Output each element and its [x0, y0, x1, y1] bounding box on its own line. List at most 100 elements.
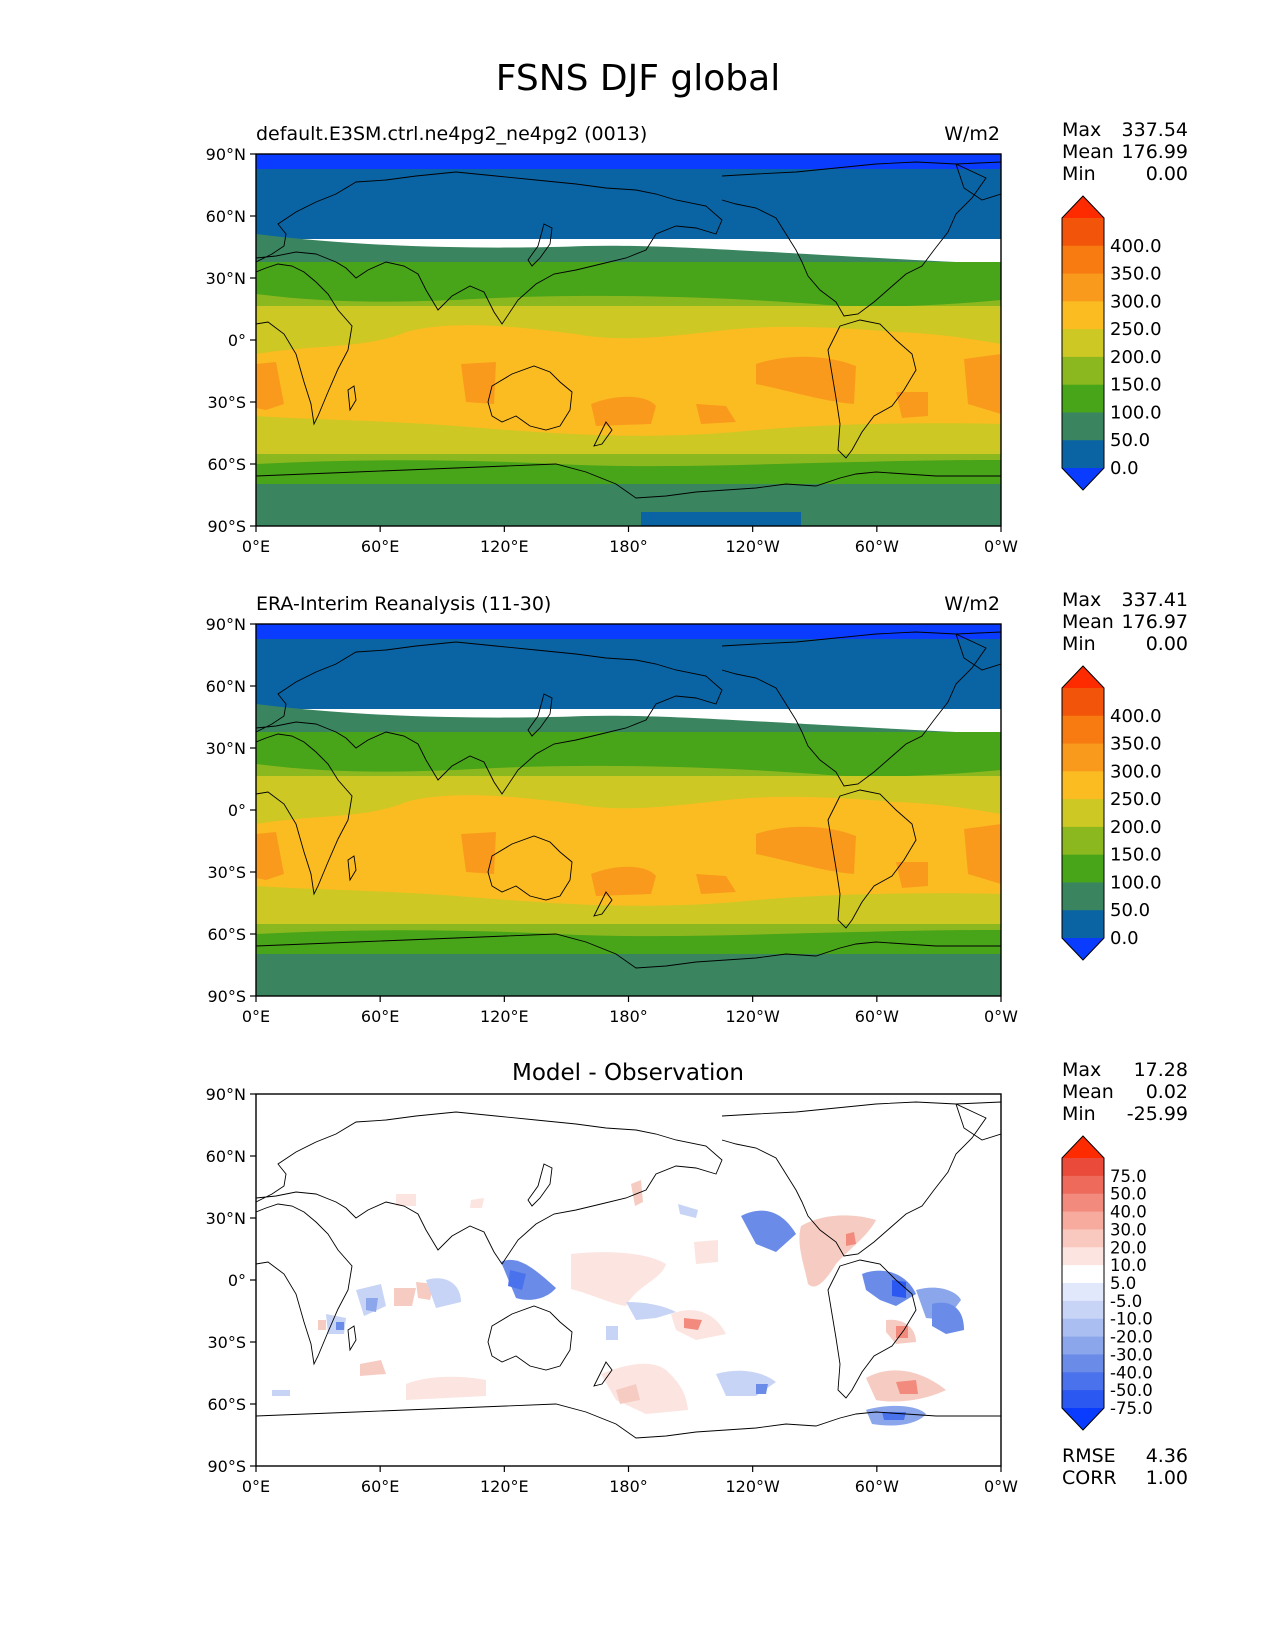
colorbar-segment [1062, 826, 1104, 856]
colorbar-segment [1062, 715, 1104, 745]
stat-max-label: Max [1062, 1059, 1101, 1081]
panel-model: default.E3SM.ctrl.ne4pg2_ne4pg2 (0013) W… [206, 119, 1188, 556]
colorbar-segment [1062, 1175, 1104, 1195]
colorbar-segment [1062, 329, 1104, 358]
stat-min-label: Min [1062, 163, 1096, 185]
lon-tick-label: 120°E [480, 1007, 529, 1026]
lat-tick-label: 30°N [206, 1209, 246, 1228]
colorbar-label: 40.0 [1110, 1203, 1147, 1222]
colorbar-label: -10.0 [1110, 1310, 1153, 1329]
panel-difference: Model - Observation 90°N 60°N 30°N 0° 30°S 60… [206, 1059, 1188, 1496]
x-axis-ticks: 0°E 60°E 120°E 180° 120°W 60°W 0°W [242, 996, 1018, 1026]
lat-tick-label: 90°S [207, 987, 246, 1006]
colorbar-segment [1062, 799, 1104, 828]
colorbar-label: -40.0 [1110, 1363, 1153, 1382]
colorbar-segment [1062, 771, 1104, 800]
colorbar-extend-min [1062, 938, 1104, 960]
colorbar-segment [1062, 1211, 1104, 1230]
colorbar-segment [1062, 273, 1104, 302]
map-area [255, 623, 1002, 997]
colorbar-label: 5.0 [1110, 1274, 1136, 1293]
stat-mean-label: Mean [1062, 1081, 1114, 1103]
stat-mean-value: 0.02 [1146, 1081, 1188, 1103]
lat-tick-label: 60°N [206, 1147, 246, 1166]
colorbar-label: 350.0 [1110, 264, 1162, 285]
colorbar-segment [1062, 1300, 1104, 1320]
colorbar-segment [1062, 743, 1104, 772]
colorbar: 75.050.040.030.020.010.05.0-5.0-10.0-20.… [1061, 1135, 1153, 1431]
colorbar-segment [1062, 245, 1104, 275]
colorbar-extend-max [1062, 1136, 1104, 1158]
panel-observation: ERA-Interim Reanalysis (11-30) W/m2 90°N… [206, 589, 1188, 1026]
colorbar-label: 0.0 [1110, 928, 1139, 949]
lat-tick-label: 60°S [207, 455, 246, 474]
lon-tick-label: 60°E [361, 1477, 399, 1496]
colorbar-segment [1062, 854, 1104, 883]
lon-tick-label: 120°E [480, 537, 529, 556]
lat-tick-label: 0° [228, 331, 246, 350]
metric-corr-label: CORR [1062, 1467, 1117, 1489]
colorbar-label: 30.0 [1110, 1220, 1147, 1239]
stat-max-label: Max [1062, 589, 1101, 611]
y-axis-ticks: 90°N 60°N 30°N 0° 30°S 60°S 90°S [206, 1085, 256, 1476]
colorbar-outline [1061, 195, 1105, 491]
stat-min-value: 0.00 [1146, 163, 1188, 185]
lon-tick-label: 60°W [855, 1477, 899, 1496]
y-axis-ticks: 90°N 60°N 30°N 0° 30°S 60°S 90°S [206, 615, 256, 1006]
stats-block: Max 337.41 Mean 176.97 Min 0.00 [1062, 589, 1188, 655]
colorbar-label: -30.0 [1110, 1345, 1153, 1364]
colorbar-label: -75.0 [1110, 1399, 1153, 1418]
colorbar-label: -5.0 [1110, 1292, 1142, 1311]
colorbar-segment [1062, 688, 1104, 717]
stats-block: Max 337.54 Mean 176.99 Min 0.00 [1062, 119, 1188, 185]
colorbar-segment [1062, 910, 1104, 939]
map-area [255, 1093, 1002, 1467]
colorbar-segment [1062, 1336, 1104, 1355]
stats-block: Max 17.28 Mean 0.02 Min -25.99 [1062, 1059, 1188, 1125]
lat-tick-label: 90°N [206, 1085, 246, 1104]
colorbar-label: 200.0 [1110, 817, 1162, 838]
lat-tick-label: 60°S [207, 1395, 246, 1414]
colorbar-extend-min [1062, 468, 1104, 490]
lon-tick-label: 120°W [725, 1477, 780, 1496]
panel-title-left: ERA-Interim Reanalysis (11-30) [256, 593, 551, 615]
colorbar-label: 0.0 [1110, 458, 1139, 479]
colorbar-label: 350.0 [1110, 734, 1162, 755]
lon-tick-label: 0°E [242, 1007, 270, 1026]
colorbar-label: 150.0 [1110, 375, 1162, 396]
lat-tick-label: 90°S [207, 517, 246, 536]
stat-mean-value: 176.97 [1122, 611, 1188, 633]
lon-tick-label: 60°E [361, 537, 399, 556]
colorbar-segment [1062, 1354, 1104, 1373]
x-axis-ticks: 0°E 60°E 120°E 180° 120°W 60°W 0°W [242, 526, 1018, 556]
lon-tick-label: 0°W [984, 1007, 1018, 1026]
stat-min-label: Min [1062, 633, 1096, 655]
colorbar-extend-max [1062, 196, 1104, 218]
colorbar: 400.0 350.0 300.0 250.0 200.0 150.0 100.0 50.0 0… [1061, 195, 1162, 491]
stat-max-value: 337.41 [1122, 589, 1188, 611]
panel-units: W/m2 [944, 123, 1000, 145]
colorbar-label: 100.0 [1110, 402, 1162, 423]
colorbar-segment [1062, 218, 1104, 247]
colorbar-extend-max [1062, 666, 1104, 688]
colorbar-segment [1062, 1158, 1104, 1177]
colorbar-label: 10.0 [1110, 1256, 1147, 1275]
colorbar-label: 50.0 [1110, 1185, 1147, 1204]
lon-tick-label: 0°E [242, 1477, 270, 1496]
colorbar-segment [1062, 356, 1104, 386]
lon-tick-label: 120°W [725, 1007, 780, 1026]
colorbar-segment [1062, 384, 1104, 413]
colorbar-segment [1062, 1265, 1104, 1284]
lon-tick-label: 60°E [361, 1007, 399, 1026]
colorbar-label: -50.0 [1110, 1381, 1153, 1400]
lat-tick-label: 90°N [206, 145, 246, 164]
lon-tick-label: 180° [609, 1477, 648, 1496]
lon-tick-label: 0°W [984, 1477, 1018, 1496]
colorbar-segment [1062, 1193, 1104, 1213]
colorbar-segment [1062, 1390, 1104, 1409]
stat-min-value: -25.99 [1127, 1103, 1188, 1125]
colorbar-label: 75.0 [1110, 1167, 1147, 1186]
metric-rmse-value: 4.36 [1146, 1445, 1188, 1467]
lon-tick-label: 120°W [725, 537, 780, 556]
colorbar-segment [1062, 882, 1104, 911]
